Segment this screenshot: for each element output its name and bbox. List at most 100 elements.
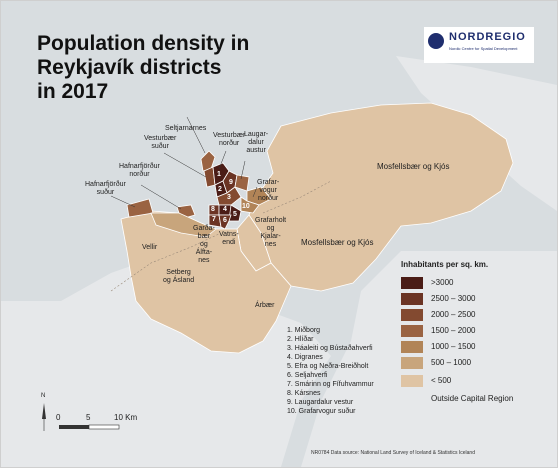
map-title-line-2: Reykjavík districts (37, 56, 222, 79)
label-line: suður (151, 143, 169, 150)
label-hafnarfjordur-nordur: Hafnarfjörður norður (119, 163, 160, 179)
district-list-item: 8. Kársnes (287, 390, 321, 397)
label-gardabaer: Garða- bær og Álfta- nes (193, 225, 215, 265)
district-list-item: 1. Miðborg (287, 327, 321, 334)
label-line: Laugar- (244, 131, 269, 138)
legend-label: 2000 – 2500 (431, 310, 476, 319)
scale-label-10: 10 Km (114, 413, 138, 422)
district-list-item: 5. Efra og Neðra-Breiðholt (287, 363, 369, 370)
label-line: bær (197, 233, 211, 240)
label-line: nes (198, 257, 210, 264)
label-line: Álfta- (195, 249, 213, 256)
label-line: suður (96, 189, 115, 196)
label-line: austur (246, 147, 266, 154)
scale-label-5: 5 (86, 413, 91, 422)
legend-swatch (401, 375, 423, 387)
legend-swatch (401, 293, 423, 305)
label-line: norður (219, 140, 240, 147)
legend-label: 1000 – 1500 (431, 342, 476, 351)
logo-tagline: Nordic Centre for Spatial Development (449, 46, 518, 51)
north-label: N (41, 393, 46, 399)
legend-swatch (401, 325, 423, 337)
label-line: Grafarholt (255, 217, 287, 224)
district-number-6: 6 (223, 217, 227, 224)
label-line: endi (222, 239, 236, 246)
label-line: Hafnarfjörður (85, 181, 126, 188)
district-number-9: 9 (229, 179, 233, 186)
map-title-line-1: Population density in (37, 32, 250, 55)
map-title-line-3: in 2017 (37, 80, 109, 103)
legend-label: < 500 (431, 376, 452, 385)
logo-name: NORDREGIO (449, 31, 526, 43)
north-arrow-icon (42, 403, 46, 419)
label-vesturbaer-nordur: Vesturbær norður (213, 132, 245, 148)
label-vesturbaer-sudur: Vesturbær suður (144, 135, 176, 151)
nordregio-logo: NORDREGIO Nordic Centre for Spatial Deve… (424, 27, 534, 63)
road-lines (110, 180, 332, 292)
label-line: Grafar- (257, 179, 280, 186)
label-line: Vesturbær (213, 132, 246, 139)
data-source-credit: NR0784 Data source: National Land Survey… (311, 450, 475, 456)
label-line: Vesturbær (144, 135, 177, 142)
label-mosfellsbaer-1: Mosfellsbær og Kjós (377, 162, 450, 171)
legend-swatch (401, 341, 423, 353)
legend-label: >3000 (431, 278, 454, 287)
label-line: Vatns- (219, 231, 239, 238)
region-grafarvogur-nordur (246, 186, 272, 206)
legend-swatch (401, 277, 423, 289)
district-list: 1. Miðborg 2. Hlíðar 3. Háaleiti og Búst… (287, 326, 374, 416)
legend-swatch (401, 357, 423, 369)
label-laugardalur-austur: Laugar- dalur austur (244, 131, 268, 155)
label-grafarholt: Grafarholt og Kjalar- nes (255, 217, 286, 249)
legend-label: Outside Capital Region (431, 394, 514, 403)
leader-lines (110, 116, 258, 210)
label-line: nes (264, 241, 277, 248)
label-line: og (266, 225, 275, 232)
scale-bar (42, 403, 120, 431)
label-line: Setberg (166, 269, 191, 276)
label-line: Garða- (193, 225, 215, 232)
district-number-2: 2 (218, 186, 222, 193)
district-number-4: 4 (223, 206, 227, 213)
label-line: vogur (259, 187, 277, 194)
label-line: norður (257, 195, 279, 202)
label-line: Hafnarfjörður (119, 163, 160, 170)
district-number-5: 5 (233, 211, 237, 218)
legend-swatch (401, 309, 423, 321)
scale-label-0: 0 (56, 413, 61, 422)
label-vellir: Vellir (142, 244, 158, 251)
label-mosfellsbaer-2: Mosfellsbær og Kjós (301, 238, 374, 247)
district-list-item: 4. Digranes (287, 354, 323, 361)
district-number-1: 1 (217, 171, 221, 178)
district-number-3: 3 (227, 194, 231, 201)
label-line: og (200, 241, 208, 248)
legend-swatch (401, 393, 423, 405)
label-line: Kjalar- (260, 233, 281, 240)
label-line: dalur (248, 139, 264, 146)
district-6 (218, 214, 232, 230)
label-hafnarfjordur-sudur: Hafnarfjörður suður (85, 181, 126, 197)
label-setberg: Setberg og Ásland (163, 269, 194, 285)
legend-label: 500 – 1000 (431, 358, 472, 367)
label-line: og Ásland (163, 277, 195, 284)
label-line: norður (129, 171, 150, 178)
district-list-item: 10. Grafarvogur suður (287, 408, 356, 415)
district-list-item: 9. Laugardalur vestur (287, 399, 354, 406)
district-number-7: 7 (212, 216, 216, 223)
globe-icon (428, 33, 444, 49)
label-grafarvogur-nordur: Grafar- vogur norður (257, 179, 279, 203)
legend-label: 2500 – 3000 (431, 294, 476, 303)
district-list-item: 2. Hlíðar (287, 336, 314, 343)
outside-region-east (301, 251, 557, 467)
district-list-item: 7. Smárinn og Fífuhvammur (287, 381, 374, 388)
district-number-8: 8 (211, 206, 215, 213)
district-number-10: 10 (242, 203, 250, 210)
label-vatnsendi: Vatns- endi (219, 231, 239, 247)
legend-title: Inhabitants per sq. km. (401, 260, 489, 269)
region-gardabaer (150, 212, 217, 238)
district-list-item: 3. Háaleiti og Bústaðahverfi (287, 345, 373, 352)
label-seltjarnarnes: Seltjarnarnes (165, 125, 207, 132)
district-list-item: 6. Seljahverfi (287, 372, 328, 379)
